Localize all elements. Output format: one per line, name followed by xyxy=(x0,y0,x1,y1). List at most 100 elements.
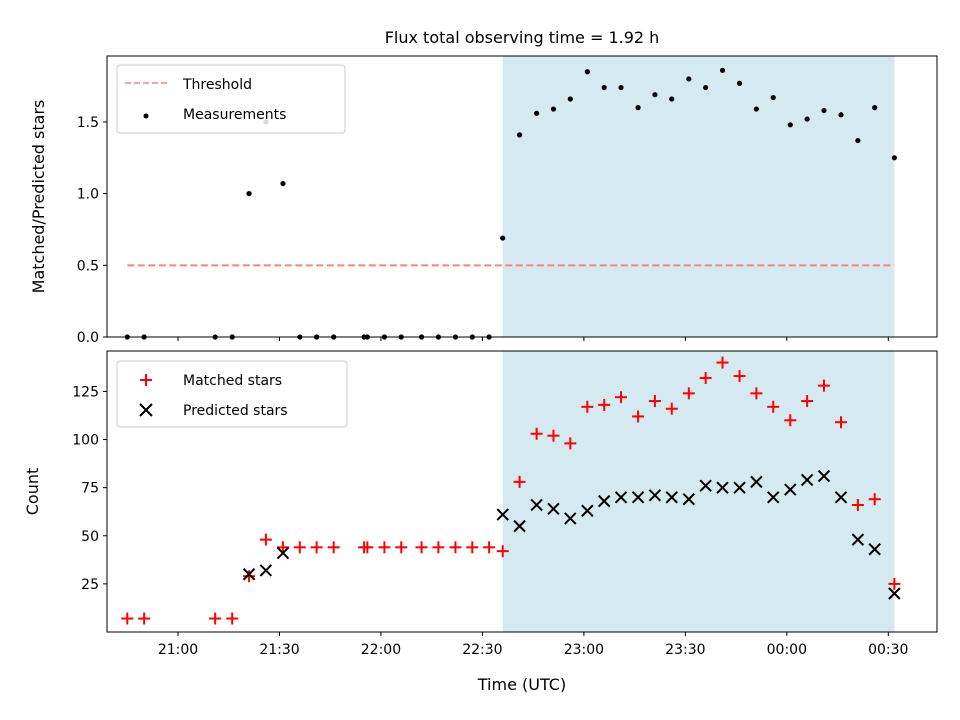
y-tick-label: 125 xyxy=(72,384,99,400)
chart-title: Flux total observing time = 1.92 h xyxy=(385,28,660,47)
predicted-star-point xyxy=(834,491,848,504)
x-tick-label: 21:00 xyxy=(158,642,198,658)
measurement-point xyxy=(770,94,776,101)
measurement-point xyxy=(500,235,506,241)
matched-star-point xyxy=(310,541,323,554)
predicted-star-point xyxy=(716,481,729,494)
matched-star-point xyxy=(361,541,374,554)
predicted-star-point xyxy=(530,498,543,512)
matched-star-point xyxy=(547,429,560,442)
bottom-y-axis-label: Count xyxy=(23,468,42,516)
top-y-axis: 0.0 0.5 1.0 1.5 xyxy=(77,115,107,346)
top-y-axis-label: Matched/Predicted stars xyxy=(29,100,48,294)
x-tick-label: 00:00 xyxy=(767,642,807,658)
y-tick-label: 0.5 xyxy=(77,258,99,274)
measurement-point xyxy=(787,122,793,128)
top-legend: Threshold Measurements xyxy=(116,64,346,134)
bottom-plot-marks xyxy=(121,356,901,625)
matched-star-point xyxy=(817,379,830,392)
x-tick-label: 21:30 xyxy=(259,642,299,658)
legend-measurements-label: Measurements xyxy=(183,107,286,123)
predicted-star-point xyxy=(800,473,814,487)
legend-predicted-label: Predicted stars xyxy=(183,403,288,419)
top-legend-box xyxy=(116,64,346,134)
predicted-star-point xyxy=(631,491,645,504)
predicted-star-point xyxy=(868,543,881,556)
matched-star-point xyxy=(226,612,239,625)
matched-star-point xyxy=(395,541,408,554)
matched-star-point xyxy=(801,395,814,408)
matched-star-point xyxy=(716,356,729,369)
matched-star-point xyxy=(682,387,695,400)
matched-star-point xyxy=(483,541,496,554)
matched-star-point xyxy=(888,577,901,590)
measurement-point xyxy=(753,106,759,112)
bottom-y-axis: 25 50 75 100 125 xyxy=(72,384,107,593)
measurement-point xyxy=(601,84,607,91)
y-tick-label: 75 xyxy=(81,481,99,497)
x-axis-label: Time (UTC) xyxy=(477,675,566,694)
predicted-star-point xyxy=(888,587,901,600)
predicted-star-point xyxy=(259,564,273,577)
matched-star-point xyxy=(632,410,645,423)
predicted-star-point xyxy=(750,475,763,489)
predicted-star-point xyxy=(564,512,577,525)
legend-matched-label: Matched stars xyxy=(183,373,282,389)
matched-star-point xyxy=(784,414,797,427)
measurement-point xyxy=(719,67,726,73)
predicted-star-point xyxy=(614,491,628,504)
measurement-point xyxy=(635,105,641,111)
matched-star-point xyxy=(530,427,543,440)
top-shaded-region xyxy=(502,56,895,337)
predicted-star-point xyxy=(817,469,831,483)
legend-predicted-swatch xyxy=(139,403,153,417)
predicted-star-point xyxy=(682,492,696,506)
bottom-legend: Matched stars Predicted stars xyxy=(116,360,348,428)
matched-star-point xyxy=(432,541,445,554)
measurement-point xyxy=(618,84,624,91)
bottom-x-axis: 21:00 21:30 22:00 22:30 23:00 23:30 00:00 00:30 xyxy=(158,632,908,658)
matched-star-point xyxy=(615,391,628,404)
matched-star-point xyxy=(564,437,577,450)
bottom-shaded-region xyxy=(502,351,895,632)
matched-star-point xyxy=(209,612,222,625)
bottom-plot-frame xyxy=(106,350,938,633)
matched-star-point xyxy=(750,387,763,400)
top-plot-frame xyxy=(106,55,938,338)
y-tick-label: 1.0 xyxy=(77,187,99,203)
top-panel: 0.0 0.5 1.0 1.5 Flux total observing time =… xyxy=(29,28,938,346)
matched-star-point xyxy=(835,416,848,429)
matched-star-point xyxy=(581,400,594,413)
matched-star-point xyxy=(733,370,746,383)
matched-star-point xyxy=(259,533,272,546)
matched-star-point xyxy=(293,541,306,554)
predicted-star-point xyxy=(648,489,662,502)
bottom-legend-box xyxy=(116,360,348,428)
x-tick-label: 22:30 xyxy=(462,642,502,658)
predicted-star-point xyxy=(851,533,865,546)
matched-star-point xyxy=(648,395,661,408)
y-tick-label: 25 xyxy=(81,577,99,593)
matched-star-point xyxy=(415,541,428,554)
legend-matched-swatch xyxy=(140,374,152,386)
predicted-star-point xyxy=(699,479,712,492)
measurement-point xyxy=(280,180,286,187)
predicted-star-point xyxy=(513,519,526,533)
predicted-star-point xyxy=(242,568,256,581)
x-tick-label: 23:00 xyxy=(564,642,604,658)
predicted-star-point xyxy=(597,494,611,508)
bottom-panel: 25 50 75 100 125 21:00 21:30 22:00 22:30 23:00 23… xyxy=(23,350,938,694)
matched-star-point xyxy=(767,400,780,413)
measurement-point xyxy=(872,105,878,111)
matched-star-point xyxy=(121,612,134,625)
predicted-star-point xyxy=(733,481,746,494)
measurement-point xyxy=(686,76,692,82)
legend-threshold-label: Threshold xyxy=(182,77,252,93)
measurement-point xyxy=(669,96,675,102)
matched-star-point xyxy=(327,541,340,554)
matched-star-point xyxy=(449,541,462,554)
matched-star-point xyxy=(851,498,864,511)
measurement-point xyxy=(567,96,573,102)
matched-star-point xyxy=(513,475,526,488)
matched-star-point xyxy=(138,612,151,625)
